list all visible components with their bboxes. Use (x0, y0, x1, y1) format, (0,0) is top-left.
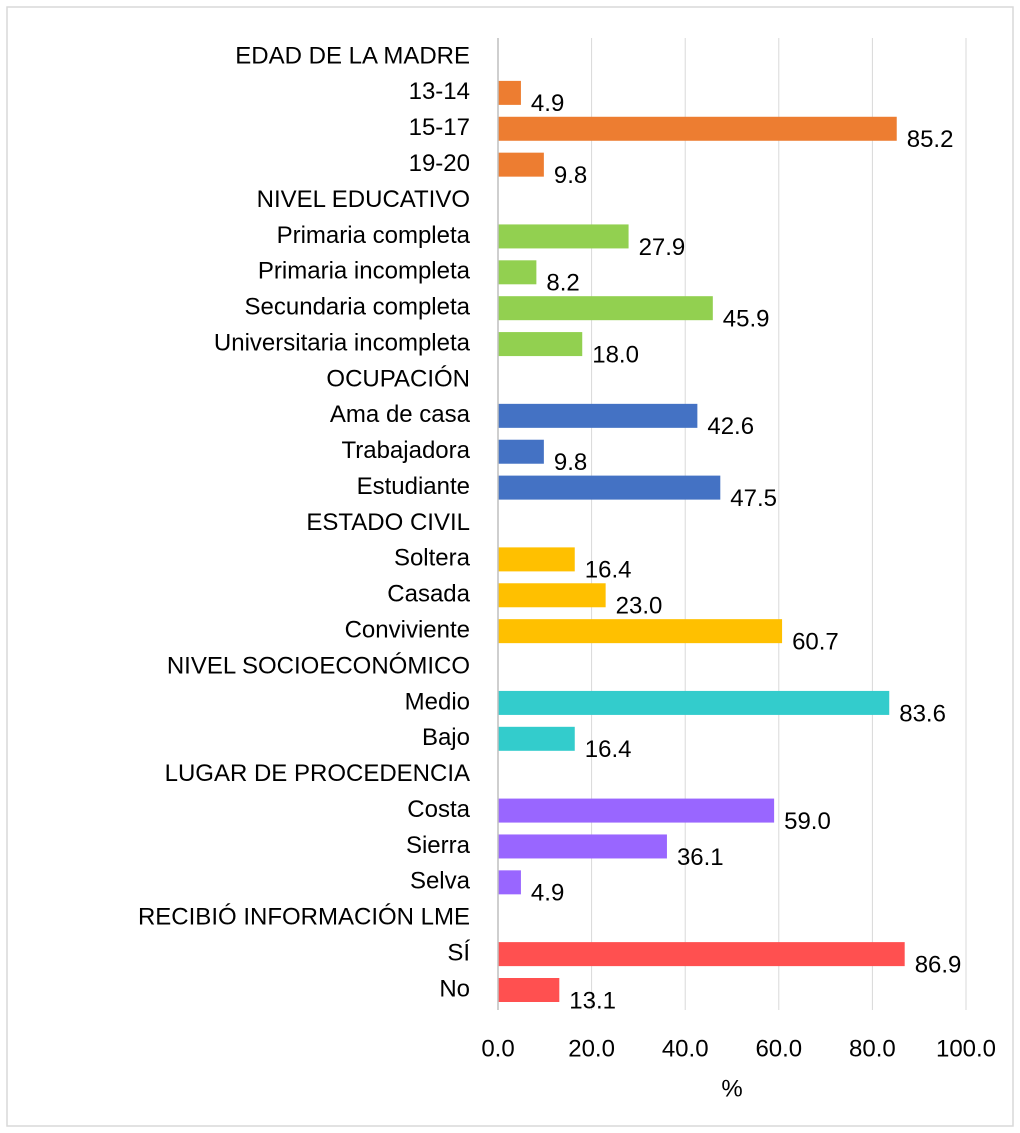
x-tick-label: 0.0 (481, 1035, 514, 1062)
y-tick-label: NIVEL EDUCATIVO (257, 186, 470, 213)
bar (498, 978, 560, 1002)
y-tick-label: ESTADO CIVIL (306, 509, 470, 536)
y-tick-label: Casada (387, 581, 470, 608)
value-label: 60.7 (792, 628, 839, 655)
x-tick-label: 20.0 (568, 1035, 615, 1062)
bar (498, 547, 575, 572)
x-axis-title: % (721, 1075, 742, 1102)
bar (498, 798, 775, 823)
bar (498, 224, 629, 249)
value-label: 27.9 (639, 234, 686, 261)
value-label: 47.5 (730, 485, 777, 512)
y-tick-label: Primaria completa (277, 222, 471, 249)
y-tick-label: NIVEL SOCIOECONÓMICO (167, 652, 470, 679)
bar (498, 726, 575, 751)
y-tick-label: No (439, 975, 470, 1002)
bar (498, 152, 544, 177)
bar (498, 439, 544, 464)
y-tick-label: Conviviente (345, 616, 470, 643)
y-tick-label: SÍ (447, 939, 470, 966)
bar (498, 690, 890, 715)
x-tick-label: 80.0 (849, 1035, 896, 1062)
bar (498, 332, 583, 357)
value-label: 83.6 (899, 700, 946, 727)
value-label: 9.8 (554, 162, 587, 189)
value-label: 85.2 (907, 126, 954, 153)
value-label: 23.0 (616, 593, 663, 620)
y-tick-label: Soltera (394, 545, 471, 572)
value-label: 18.0 (592, 341, 639, 368)
value-label: 45.9 (723, 306, 770, 333)
y-tick-label: EDAD DE LA MADRE (235, 42, 470, 69)
y-tick-label: Bajo (422, 724, 470, 751)
y-tick-label: Ama de casa (330, 401, 471, 428)
y-tick-label: OCUPACIÓN (326, 365, 470, 392)
value-label: 42.6 (707, 413, 754, 440)
bar (498, 583, 606, 608)
bar (498, 403, 698, 428)
y-tick-label: Estudiante (357, 473, 470, 500)
value-label: 8.2 (546, 270, 579, 297)
bar (498, 116, 897, 141)
y-tick-label: Universitaria incompleta (214, 329, 471, 356)
y-tick-label: Secundaria completa (245, 294, 471, 321)
value-label: 59.0 (784, 808, 831, 835)
value-label: 16.4 (585, 736, 632, 763)
bar (498, 942, 905, 967)
x-tick-label: 60.0 (755, 1035, 802, 1062)
y-tick-label: Medio (405, 688, 470, 715)
bar (498, 619, 783, 644)
x-tick-label: 40.0 (662, 1035, 709, 1062)
value-label: 13.1 (569, 987, 616, 1014)
value-label: 16.4 (585, 557, 632, 584)
value-label: 36.1 (677, 844, 724, 871)
bar (498, 834, 667, 859)
y-tick-label: 13-14 (409, 78, 470, 105)
y-tick-label: Sierra (406, 832, 471, 859)
value-label: 86.9 (915, 951, 962, 978)
x-tick-label: 100.0 (936, 1035, 996, 1062)
value-label: 4.9 (531, 880, 564, 907)
bar (498, 80, 521, 105)
y-tick-label: Costa (407, 796, 470, 823)
y-tick-label: Selva (410, 868, 471, 895)
bar (498, 296, 713, 321)
y-tick-label: 19-20 (409, 150, 470, 177)
bar (498, 475, 721, 500)
y-tick-label: Primaria incompleta (258, 258, 471, 285)
y-tick-label: LUGAR DE PROCEDENCIA (165, 760, 470, 787)
bar (498, 260, 537, 285)
y-tick-label: Trabajadora (341, 437, 470, 464)
y-tick-label: RECIBIÓ INFORMACIÓN LME (138, 904, 470, 931)
y-tick-label: 15-17 (409, 114, 470, 141)
value-label: 4.9 (531, 90, 564, 117)
value-label: 9.8 (554, 449, 587, 476)
bar (498, 870, 521, 895)
